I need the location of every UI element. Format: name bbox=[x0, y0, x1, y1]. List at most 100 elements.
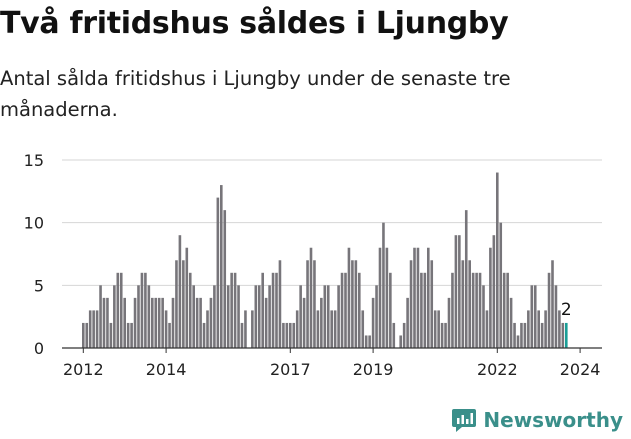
bar bbox=[182, 260, 185, 348]
bar bbox=[285, 322, 289, 348]
x-tick-label: 2012 bbox=[63, 360, 104, 379]
bar bbox=[361, 310, 365, 348]
bar bbox=[264, 297, 268, 348]
bar bbox=[271, 272, 275, 348]
bar bbox=[209, 297, 213, 348]
bar bbox=[565, 322, 568, 348]
bar bbox=[316, 310, 320, 348]
bars bbox=[82, 172, 568, 348]
bar-chart: 0 5 10 15 2012 2014 2017 2019 2022 2024 2 bbox=[24, 151, 602, 379]
bar bbox=[520, 322, 523, 348]
bar bbox=[344, 272, 347, 348]
bar bbox=[85, 322, 89, 348]
bar bbox=[406, 297, 409, 348]
bar bbox=[537, 310, 540, 348]
bar bbox=[402, 322, 406, 348]
bar bbox=[540, 322, 544, 348]
bar bbox=[157, 297, 161, 348]
brand-logo: Newsworthy bbox=[451, 407, 623, 433]
bar bbox=[88, 310, 92, 348]
newsworthy-logo-icon bbox=[452, 409, 477, 432]
bar bbox=[451, 272, 454, 348]
bar bbox=[306, 260, 309, 348]
bar bbox=[375, 285, 378, 348]
bar bbox=[478, 272, 482, 348]
bar bbox=[333, 310, 337, 348]
bar bbox=[261, 272, 264, 348]
bar bbox=[340, 272, 344, 348]
bar bbox=[223, 210, 227, 348]
bar bbox=[233, 272, 237, 348]
bar bbox=[92, 310, 95, 348]
bar bbox=[385, 247, 389, 348]
bar bbox=[454, 235, 458, 348]
chart-subtitle: Antal sålda fritidshus i Ljungby under d… bbox=[0, 67, 511, 121]
bar bbox=[99, 285, 102, 348]
x-tick-label: 2017 bbox=[270, 360, 311, 379]
bar bbox=[230, 272, 233, 348]
x-tick-label: 2022 bbox=[477, 360, 518, 379]
bar bbox=[282, 322, 285, 348]
last-value-label: 2 bbox=[561, 300, 572, 320]
bar bbox=[113, 285, 116, 348]
brand-name: Newsworthy bbox=[483, 408, 623, 432]
bar bbox=[171, 297, 175, 348]
bar bbox=[220, 185, 223, 348]
bar bbox=[558, 310, 561, 348]
bar bbox=[551, 260, 554, 348]
bar bbox=[95, 310, 99, 348]
bar bbox=[185, 247, 189, 348]
bar bbox=[140, 272, 144, 348]
bar bbox=[496, 172, 499, 348]
y-tick-label: 10 bbox=[24, 214, 44, 233]
bar bbox=[237, 285, 240, 348]
bar bbox=[499, 222, 503, 348]
bar bbox=[464, 210, 468, 348]
bar bbox=[323, 285, 327, 348]
bar bbox=[130, 322, 133, 348]
bar bbox=[240, 322, 244, 348]
bar bbox=[309, 247, 313, 348]
bar bbox=[320, 297, 323, 348]
bar bbox=[523, 322, 527, 348]
bar bbox=[116, 272, 120, 348]
bar bbox=[368, 335, 371, 348]
bar bbox=[313, 260, 316, 348]
bar bbox=[302, 297, 306, 348]
bar bbox=[527, 310, 530, 348]
bar bbox=[471, 272, 475, 348]
bar bbox=[351, 260, 354, 348]
bar bbox=[147, 285, 151, 348]
bar bbox=[420, 272, 423, 348]
bar bbox=[416, 247, 420, 348]
bar bbox=[482, 285, 485, 348]
bar bbox=[427, 247, 430, 348]
annotation: 2 bbox=[561, 300, 572, 320]
bar bbox=[257, 285, 261, 348]
bar bbox=[178, 235, 182, 348]
bar bbox=[413, 247, 416, 348]
bar bbox=[337, 285, 340, 348]
bar bbox=[533, 285, 537, 348]
x-tick-label: 2024 bbox=[560, 360, 601, 379]
bar bbox=[102, 297, 106, 348]
y-tick-label: 5 bbox=[34, 276, 44, 295]
bar bbox=[168, 322, 171, 348]
bar bbox=[354, 260, 358, 348]
bar bbox=[433, 310, 437, 348]
bar bbox=[133, 297, 137, 348]
bar bbox=[382, 222, 385, 348]
bar bbox=[516, 335, 520, 348]
bar bbox=[506, 272, 509, 348]
bar bbox=[468, 260, 471, 348]
bar bbox=[213, 285, 216, 348]
bar bbox=[458, 235, 461, 348]
x-tick-label: 2019 bbox=[353, 360, 394, 379]
bar bbox=[202, 322, 206, 348]
bar bbox=[513, 322, 516, 348]
bar bbox=[123, 297, 126, 348]
bar bbox=[192, 285, 195, 348]
bar bbox=[195, 297, 199, 348]
bar bbox=[251, 310, 254, 348]
bar bbox=[430, 260, 434, 348]
